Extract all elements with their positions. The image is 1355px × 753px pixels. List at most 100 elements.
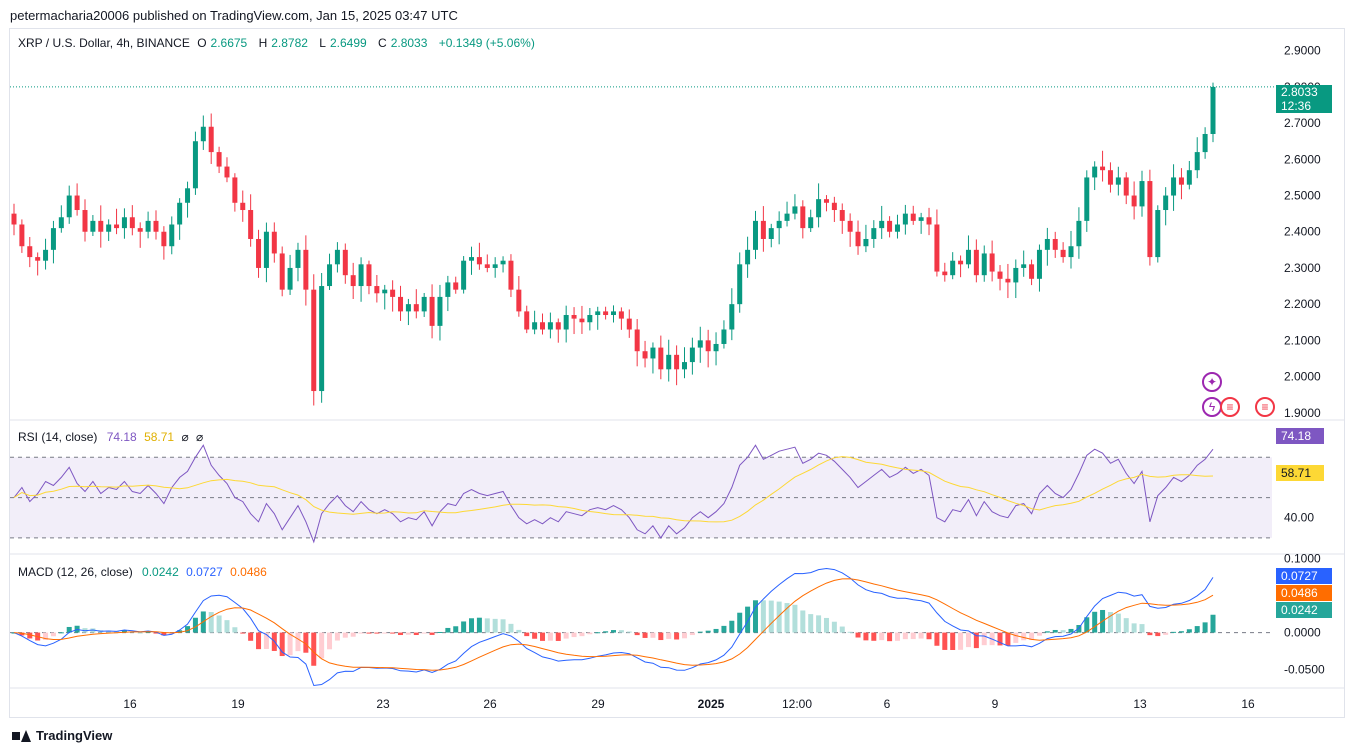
candle-body bbox=[232, 177, 238, 203]
rsi-title[interactable]: RSI (14, close) bbox=[18, 430, 98, 444]
candle-body bbox=[642, 351, 648, 359]
candle-body bbox=[27, 246, 33, 258]
macd-hist-bar bbox=[311, 632, 317, 666]
rsi-ma-line bbox=[13, 456, 1214, 523]
candle-body bbox=[1210, 86, 1216, 134]
candle-body bbox=[950, 260, 956, 276]
macd-hist-bar bbox=[831, 621, 837, 633]
macd-line-value: 0.0727 bbox=[186, 565, 223, 579]
candle-body bbox=[516, 289, 522, 312]
macd-title[interactable]: MACD (12, 26, close) bbox=[18, 565, 133, 579]
us-flag-event-icon[interactable]: ≡ bbox=[1220, 397, 1240, 417]
chart-canvas[interactable]: 2.90002.80002.70002.60002.50002.40002.30… bbox=[0, 0, 1355, 725]
close-label: C bbox=[378, 36, 387, 50]
macd-hist-bar bbox=[792, 604, 798, 633]
price-axis-tick: 2.2000 bbox=[1284, 297, 1321, 311]
time-axis-tick: 16 bbox=[1241, 697, 1255, 711]
macd-line bbox=[13, 567, 1214, 687]
macd-hist-bar bbox=[1068, 628, 1074, 633]
macd-hist-bar bbox=[618, 630, 624, 633]
hist-tag: 0.0242 bbox=[1276, 602, 1332, 618]
change-value: +0.1349 (+5.06%) bbox=[438, 36, 535, 50]
macd-hist-bar bbox=[413, 632, 419, 636]
price-axis-tick: 2.5000 bbox=[1284, 189, 1321, 203]
time-axis-tick: 2025 bbox=[698, 697, 725, 711]
symbol-label[interactable]: XRP / U.S. Dollar, 4h, BINANCE bbox=[18, 36, 190, 50]
macd-hist-bar bbox=[658, 632, 664, 641]
candle-body bbox=[1202, 133, 1208, 153]
macd-hist-bar bbox=[263, 632, 269, 649]
price-axis-tick: 1.9000 bbox=[1284, 406, 1321, 420]
candle-body bbox=[1131, 195, 1137, 207]
macd-hist-bar bbox=[358, 632, 364, 634]
candle-body bbox=[650, 347, 656, 359]
macd-hist-bar bbox=[681, 632, 687, 639]
candle-body bbox=[66, 195, 72, 218]
time-axis-tick: 9 bbox=[992, 697, 999, 711]
rsi-value: 74.18 bbox=[106, 430, 137, 444]
candle-body bbox=[445, 282, 451, 297]
candle-body bbox=[532, 322, 538, 330]
macd-hist-bar bbox=[1052, 629, 1058, 633]
lightning-icon[interactable]: ϟ bbox=[1202, 397, 1222, 417]
macd-hist-bar bbox=[1060, 630, 1066, 633]
macd-hist-bar bbox=[910, 632, 916, 640]
macd-hist-bar bbox=[1202, 622, 1208, 633]
rsi-ma-value: 58.71 bbox=[144, 430, 175, 444]
candle-body bbox=[713, 343, 719, 352]
last-price-value: 2.8033 bbox=[1281, 85, 1318, 99]
price-axis-tick: 2.6000 bbox=[1284, 152, 1321, 166]
macd-hist-bar bbox=[1139, 624, 1145, 633]
macd-hist-bar bbox=[934, 632, 940, 646]
candle-body bbox=[35, 257, 41, 261]
candle-body bbox=[784, 213, 790, 221]
macd-hist-bar bbox=[555, 632, 561, 641]
candle-body bbox=[1107, 170, 1113, 185]
macd-hist-bar bbox=[50, 632, 56, 637]
macd-hist-bar bbox=[429, 632, 435, 635]
candle-body bbox=[295, 249, 301, 268]
price-axis-tick: 2.0000 bbox=[1284, 370, 1321, 384]
macd-hist-bar bbox=[800, 610, 806, 633]
chart-frame bbox=[9, 28, 1345, 718]
macd-hist-bar bbox=[492, 618, 498, 633]
us-flag-event-icon-2[interactable]: ≡ bbox=[1255, 397, 1275, 417]
macd-hist-bar bbox=[1186, 629, 1192, 633]
candle-body bbox=[382, 289, 388, 294]
candle-body bbox=[1171, 177, 1177, 196]
macd-hist-bar bbox=[997, 632, 1003, 646]
macd-hist-bar bbox=[579, 632, 585, 637]
macd-hist-bar bbox=[216, 615, 222, 633]
macd-hist-bar bbox=[855, 632, 861, 638]
time-axis-tick: 23 bbox=[376, 697, 390, 711]
macd-hist-bar bbox=[350, 632, 356, 637]
macd-hist-bar bbox=[208, 612, 214, 633]
macd-hist-bar bbox=[453, 626, 459, 633]
candle-body bbox=[421, 296, 427, 312]
price-axis-tick: 2.3000 bbox=[1284, 261, 1321, 275]
macd-hist-bar bbox=[106, 630, 112, 633]
macd-hist-bar bbox=[185, 626, 191, 633]
high-label: H bbox=[258, 36, 268, 50]
macd-hist-bar bbox=[918, 632, 924, 639]
candle-body bbox=[469, 257, 475, 261]
macd-hist-bar bbox=[366, 632, 372, 634]
low-value: 2.6499 bbox=[329, 36, 367, 50]
candle-body bbox=[1115, 177, 1121, 185]
candle-body bbox=[484, 264, 490, 268]
macd-hist-bar bbox=[532, 632, 538, 639]
candle-body bbox=[303, 249, 309, 290]
candle-body bbox=[973, 249, 979, 276]
candle-body bbox=[658, 347, 664, 370]
sparkle-icon[interactable]: ✦ bbox=[1202, 372, 1222, 392]
macd-hist-bar bbox=[926, 632, 932, 640]
candle-body bbox=[752, 220, 758, 250]
macd-hist-bar bbox=[697, 631, 703, 633]
macd-hist-bar bbox=[540, 632, 546, 641]
candle-body bbox=[823, 199, 829, 203]
macd-hist-bar bbox=[729, 620, 735, 633]
candle-body bbox=[926, 217, 932, 225]
last-price-tag: 2.8033 12:36 bbox=[1276, 85, 1332, 113]
macd-signal-value: 0.0486 bbox=[230, 565, 267, 579]
candle-body bbox=[760, 220, 766, 239]
